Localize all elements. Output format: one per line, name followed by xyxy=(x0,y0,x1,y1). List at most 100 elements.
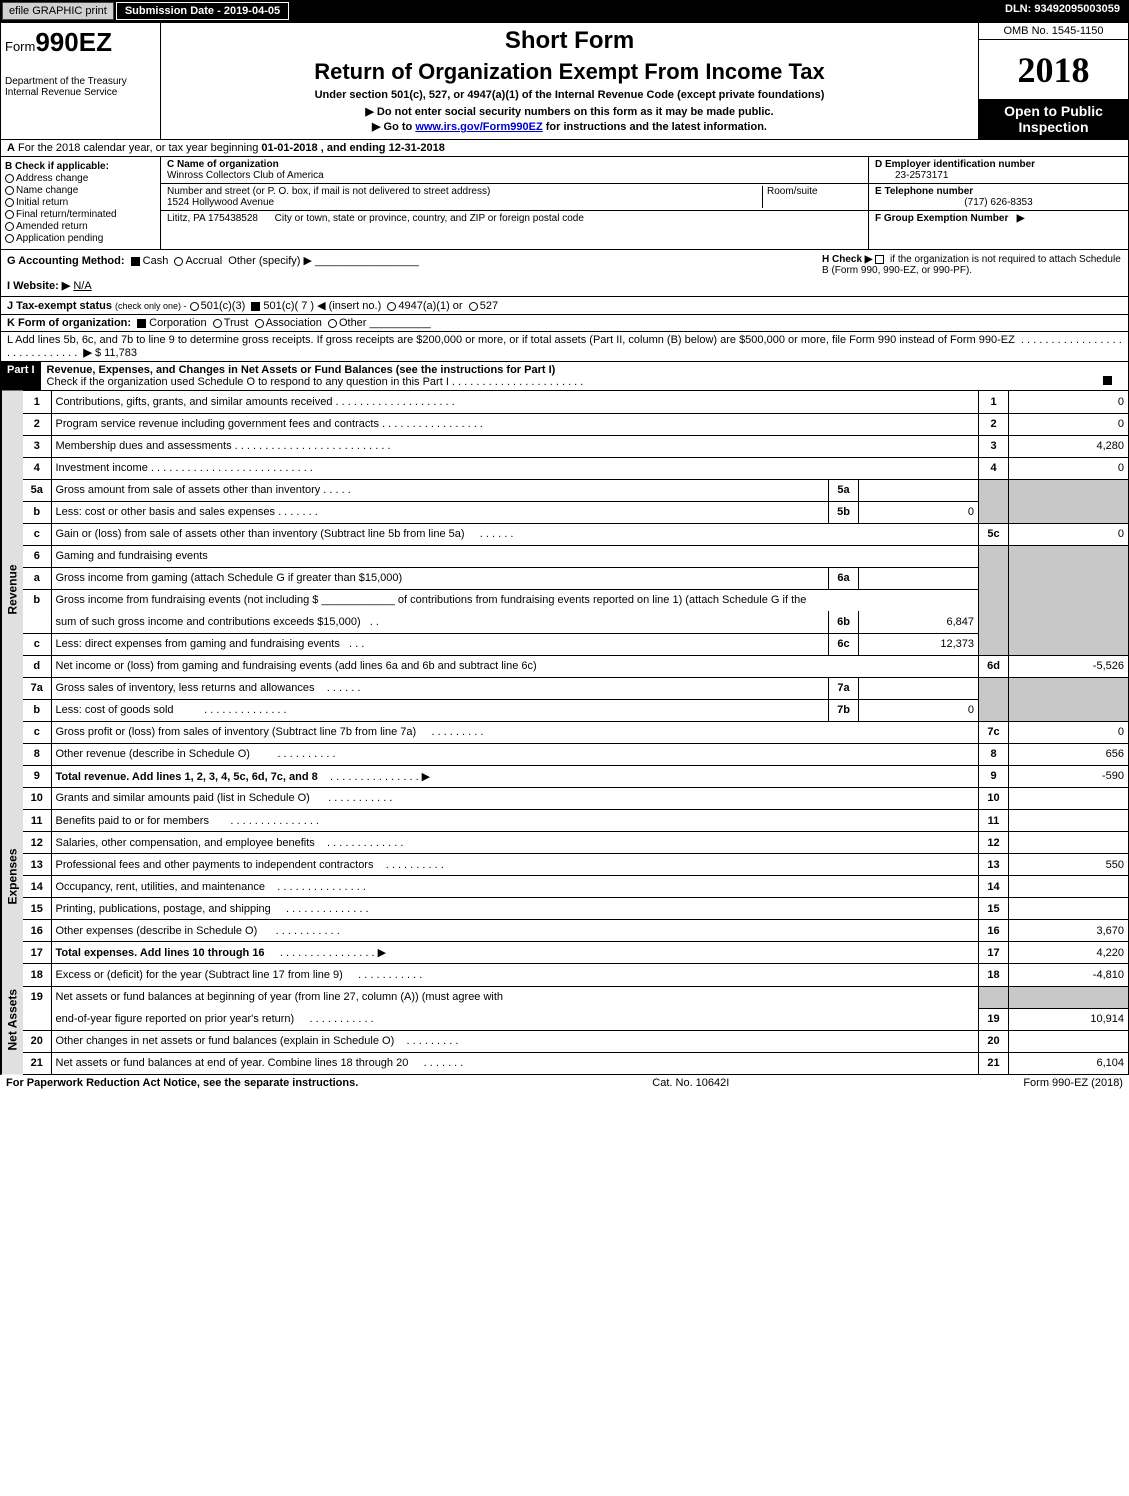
chk-501c3[interactable] xyxy=(190,302,199,311)
i-value: N/A xyxy=(73,280,91,292)
l7b-num: b xyxy=(23,699,51,721)
l17-num: 17 xyxy=(23,942,51,964)
l6-desc: Gaming and fundraising events xyxy=(51,545,979,567)
line-10: 10 Grants and similar amounts paid (list… xyxy=(23,788,1129,810)
line-18: 18 Excess or (deficit) for the year (Sub… xyxy=(23,964,1129,986)
l7c-rn: 7c xyxy=(979,721,1009,743)
instruct-ssn: ▶ Do not enter social security numbers o… xyxy=(165,105,974,118)
chk-527[interactable] xyxy=(469,302,478,311)
irs-link[interactable]: www.irs.gov/Form990EZ xyxy=(415,121,542,133)
l10-rv xyxy=(1009,788,1129,810)
l14-desc: Occupancy, rent, utilities, and maintena… xyxy=(56,881,266,893)
l8-rn: 8 xyxy=(979,743,1009,765)
l6d-desc: Net income or (loss) from gaming and fun… xyxy=(51,655,979,677)
g-cash: Cash xyxy=(143,255,169,267)
chk-amended-return[interactable]: Amended return xyxy=(5,221,156,232)
l16-rn: 16 xyxy=(979,920,1009,942)
l7a-mv xyxy=(859,677,979,699)
l7c-desc: Gross profit or (loss) from sales of inv… xyxy=(56,726,417,738)
cell-telephone: E Telephone number (717) 626-8353 xyxy=(869,184,1128,211)
l2-rn: 2 xyxy=(979,413,1009,435)
chk-name-change[interactable]: Name change xyxy=(5,185,156,196)
chk-accrual[interactable] xyxy=(174,257,183,266)
l10-rn: 10 xyxy=(979,788,1009,810)
g-accrual: Accrual xyxy=(185,255,222,267)
l3-desc: Membership dues and assessments xyxy=(56,440,232,452)
line-9: 9 Total revenue. Add lines 1, 2, 3, 4, 5… xyxy=(23,765,1129,787)
line-14: 14 Occupancy, rent, utilities, and maint… xyxy=(23,876,1129,898)
l19a-desc: Net assets or fund balances at beginning… xyxy=(51,986,979,1008)
footer-right: Form 990-EZ (2018) xyxy=(1023,1077,1123,1089)
efile-print-button[interactable]: efile GRAPHIC print xyxy=(2,2,114,20)
chk-cash[interactable] xyxy=(131,257,140,266)
line-6c: c Less: direct expenses from gaming and … xyxy=(23,633,1129,655)
line-6b-2: sum of such gross income and contributio… xyxy=(23,611,1129,633)
l6a-desc: Gross income from gaming (attach Schedul… xyxy=(51,567,829,589)
l6b2-desc: sum of such gross income and contributio… xyxy=(56,616,361,628)
part1-label: Part I xyxy=(1,362,41,390)
l6-num: 6 xyxy=(23,545,51,567)
l9-rv: -590 xyxy=(1009,765,1129,787)
l11-desc: Benefits paid to or for members xyxy=(56,815,209,827)
l3-rv: 4,280 xyxy=(1009,435,1129,457)
l18-desc: Excess or (deficit) for the year (Subtra… xyxy=(56,969,343,981)
l19b-num xyxy=(23,1008,51,1030)
l11-num: 11 xyxy=(23,810,51,832)
j-label: J Tax-exempt status xyxy=(7,300,112,312)
l7c-rv: 0 xyxy=(1009,721,1129,743)
col-b-checkboxes: B Check if applicable: Address change Na… xyxy=(1,157,161,249)
submission-date-label: Submission Date - 2019-04-05 xyxy=(116,2,289,20)
l13-num: 13 xyxy=(23,854,51,876)
chk-assoc[interactable] xyxy=(255,319,264,328)
l1-desc: Contributions, gifts, grants, and simila… xyxy=(56,396,333,408)
grp-label: F Group Exemption Number xyxy=(875,213,1008,224)
chk-trust[interactable] xyxy=(213,319,222,328)
chk-corp[interactable] xyxy=(137,319,146,328)
line-5c: c Gain or (loss) from sale of assets oth… xyxy=(23,523,1129,545)
tel-value: (717) 626-8353 xyxy=(875,197,1122,208)
cell-ein: D Employer identification number 23-2573… xyxy=(869,157,1128,184)
l20-rv xyxy=(1009,1030,1129,1052)
gh-left: G Accounting Method: Cash Accrual Other … xyxy=(7,254,822,292)
l7ab-shade-rn xyxy=(979,677,1009,721)
chk-4947[interactable] xyxy=(387,302,396,311)
revenue-table: 1 Contributions, gifts, grants, and simi… xyxy=(23,391,1129,788)
part1-header-row: Part I Revenue, Expenses, and Changes in… xyxy=(0,362,1129,391)
l-text: L Add lines 5b, 6c, and 7b to line 9 to … xyxy=(7,334,1015,346)
header-middle: Short Form Return of Organization Exempt… xyxy=(161,23,978,139)
h-label: H Check ▶ xyxy=(822,254,872,265)
l6-shade-rn xyxy=(979,545,1009,655)
chk-final-return[interactable]: Final return/terminated xyxy=(5,209,156,220)
chk-application-pending[interactable]: Application pending xyxy=(5,233,156,244)
chk-initial-return[interactable]: Initial return xyxy=(5,197,156,208)
l5a-mv xyxy=(859,479,979,501)
l19a-shade-rn xyxy=(979,986,1009,1008)
chk-501c[interactable] xyxy=(251,302,260,311)
l6d-rn: 6d xyxy=(979,655,1009,677)
part1-checkbox[interactable] xyxy=(1103,376,1112,385)
chk-address-change[interactable]: Address change xyxy=(5,173,156,184)
l1-num: 1 xyxy=(23,391,51,413)
l20-desc: Other changes in net assets or fund bala… xyxy=(56,1035,395,1047)
l7ab-shade-rv xyxy=(1009,677,1129,721)
form-prefix: Form xyxy=(5,39,35,54)
line-6b-1: b Gross income from fundraising events (… xyxy=(23,589,1129,611)
line-6a: a Gross income from gaming (attach Sched… xyxy=(23,567,1129,589)
l12-rv xyxy=(1009,832,1129,854)
l7a-num: 7a xyxy=(23,677,51,699)
l21-num: 21 xyxy=(23,1052,51,1074)
l2-num: 2 xyxy=(23,413,51,435)
expenses-table: 10 Grants and similar amounts paid (list… xyxy=(23,788,1129,965)
l7b-mn: 7b xyxy=(829,699,859,721)
addr-value: 1524 Hollywood Avenue xyxy=(167,197,274,208)
short-form-title: Short Form xyxy=(165,27,974,55)
k-assoc: Association xyxy=(266,317,322,329)
line-1: 1 Contributions, gifts, grants, and simi… xyxy=(23,391,1129,413)
cell-group-exemption: F Group Exemption Number ▶ xyxy=(869,211,1128,226)
l14-rv xyxy=(1009,876,1129,898)
subtitle: Under section 501(c), 527, or 4947(a)(1)… xyxy=(165,89,974,101)
chk-other[interactable] xyxy=(328,319,337,328)
row-a-tax-year: A For the 2018 calendar year, or tax yea… xyxy=(0,140,1129,157)
chk-h[interactable] xyxy=(875,255,884,264)
open-public-badge: Open to Public Inspection xyxy=(979,99,1128,139)
